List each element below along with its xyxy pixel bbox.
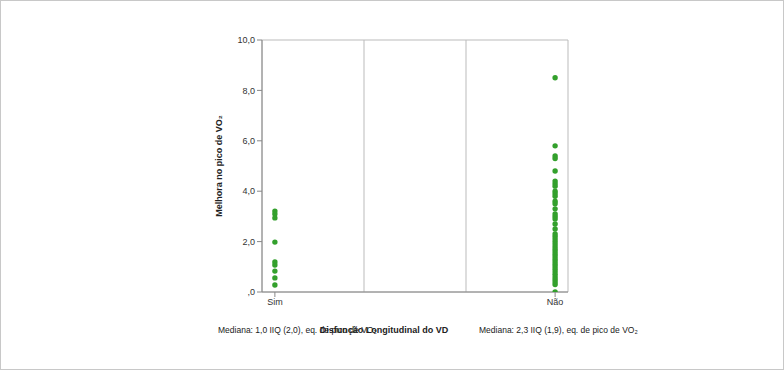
svg-text:6,0: 6,0 xyxy=(242,136,255,146)
svg-text:Não: Não xyxy=(547,297,564,307)
html-text:Melhora no pico de VO₂: Melhora no pico de VO₂ xyxy=(214,115,224,217)
svg-text:10,0: 10,0 xyxy=(237,35,255,45)
html-text:Mediana: 1,0 IIQ (2,0), eq. de: Mediana: 1,0 IIQ (2,0), eq. de pico de V… xyxy=(218,325,377,335)
html-text:Mediana: 2,3 IIQ (1,9), eq. de: Mediana: 2,3 IIQ (1,9), eq. de pico de V… xyxy=(479,325,638,335)
svg-text:4,0: 4,0 xyxy=(242,186,255,196)
svg-text:2,0: 2,0 xyxy=(242,237,255,247)
svg-text:,0: ,0 xyxy=(247,287,255,297)
svg-text:8,0: 8,0 xyxy=(242,86,255,96)
svg-text:Sim: Sim xyxy=(267,297,283,307)
html-text:Disfunção Longitudinal do VD: Disfunção Longitudinal do VD xyxy=(319,325,449,335)
